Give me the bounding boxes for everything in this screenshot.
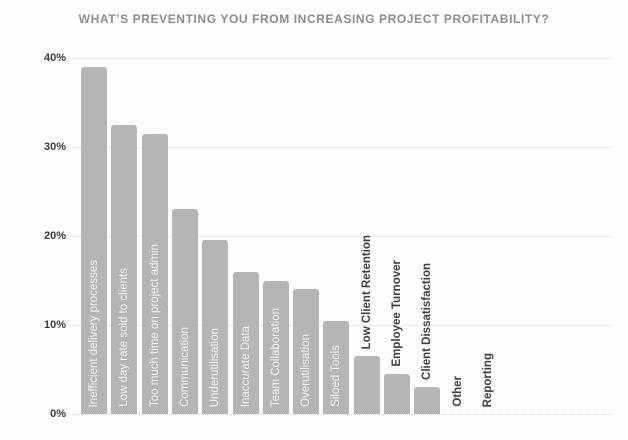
gridline <box>72 58 612 59</box>
category-label: Inaccurate Data <box>239 325 252 407</box>
category-label: Communication <box>178 327 191 407</box>
bar <box>384 373 410 414</box>
bar <box>232 271 259 414</box>
category-label: Underutilisation <box>209 327 222 407</box>
y-tick-label: 30% <box>43 141 66 153</box>
x-axis-baseline <box>72 414 612 415</box>
bar <box>323 320 350 414</box>
bar <box>81 66 107 414</box>
y-tick-label: 40% <box>43 52 66 64</box>
category-label: Low Client Retention <box>360 234 373 350</box>
category-label: Low day rate sold to clients <box>118 268 131 407</box>
bar <box>262 280 289 414</box>
bar <box>141 133 168 414</box>
category-label: Overutilisation <box>300 334 313 407</box>
category-label: Employee Turnover <box>391 260 403 367</box>
category-label: Other <box>451 376 464 407</box>
category-label: Too much time on project admin <box>148 244 161 407</box>
bar <box>353 356 380 414</box>
y-tick-label: 0% <box>50 408 66 420</box>
category-label: Siloed Tools <box>330 345 343 407</box>
category-label: Reporting <box>481 352 494 407</box>
y-tick-label: 10% <box>43 319 66 331</box>
category-label: Inefficient delivery processes <box>88 259 100 407</box>
bar <box>293 289 320 414</box>
gridline <box>72 147 612 148</box>
bar <box>202 240 229 414</box>
gridline <box>72 236 612 237</box>
chart-title: WHAT’S PREVENTING YOU FROM INCREASING PR… <box>78 12 550 26</box>
bar <box>414 387 441 414</box>
bar <box>171 209 198 414</box>
bar <box>111 124 138 414</box>
category-label: Client Dissatisfaction <box>421 263 434 381</box>
category-label: Team Collaboration <box>269 307 282 407</box>
y-tick-label: 20% <box>43 230 66 242</box>
